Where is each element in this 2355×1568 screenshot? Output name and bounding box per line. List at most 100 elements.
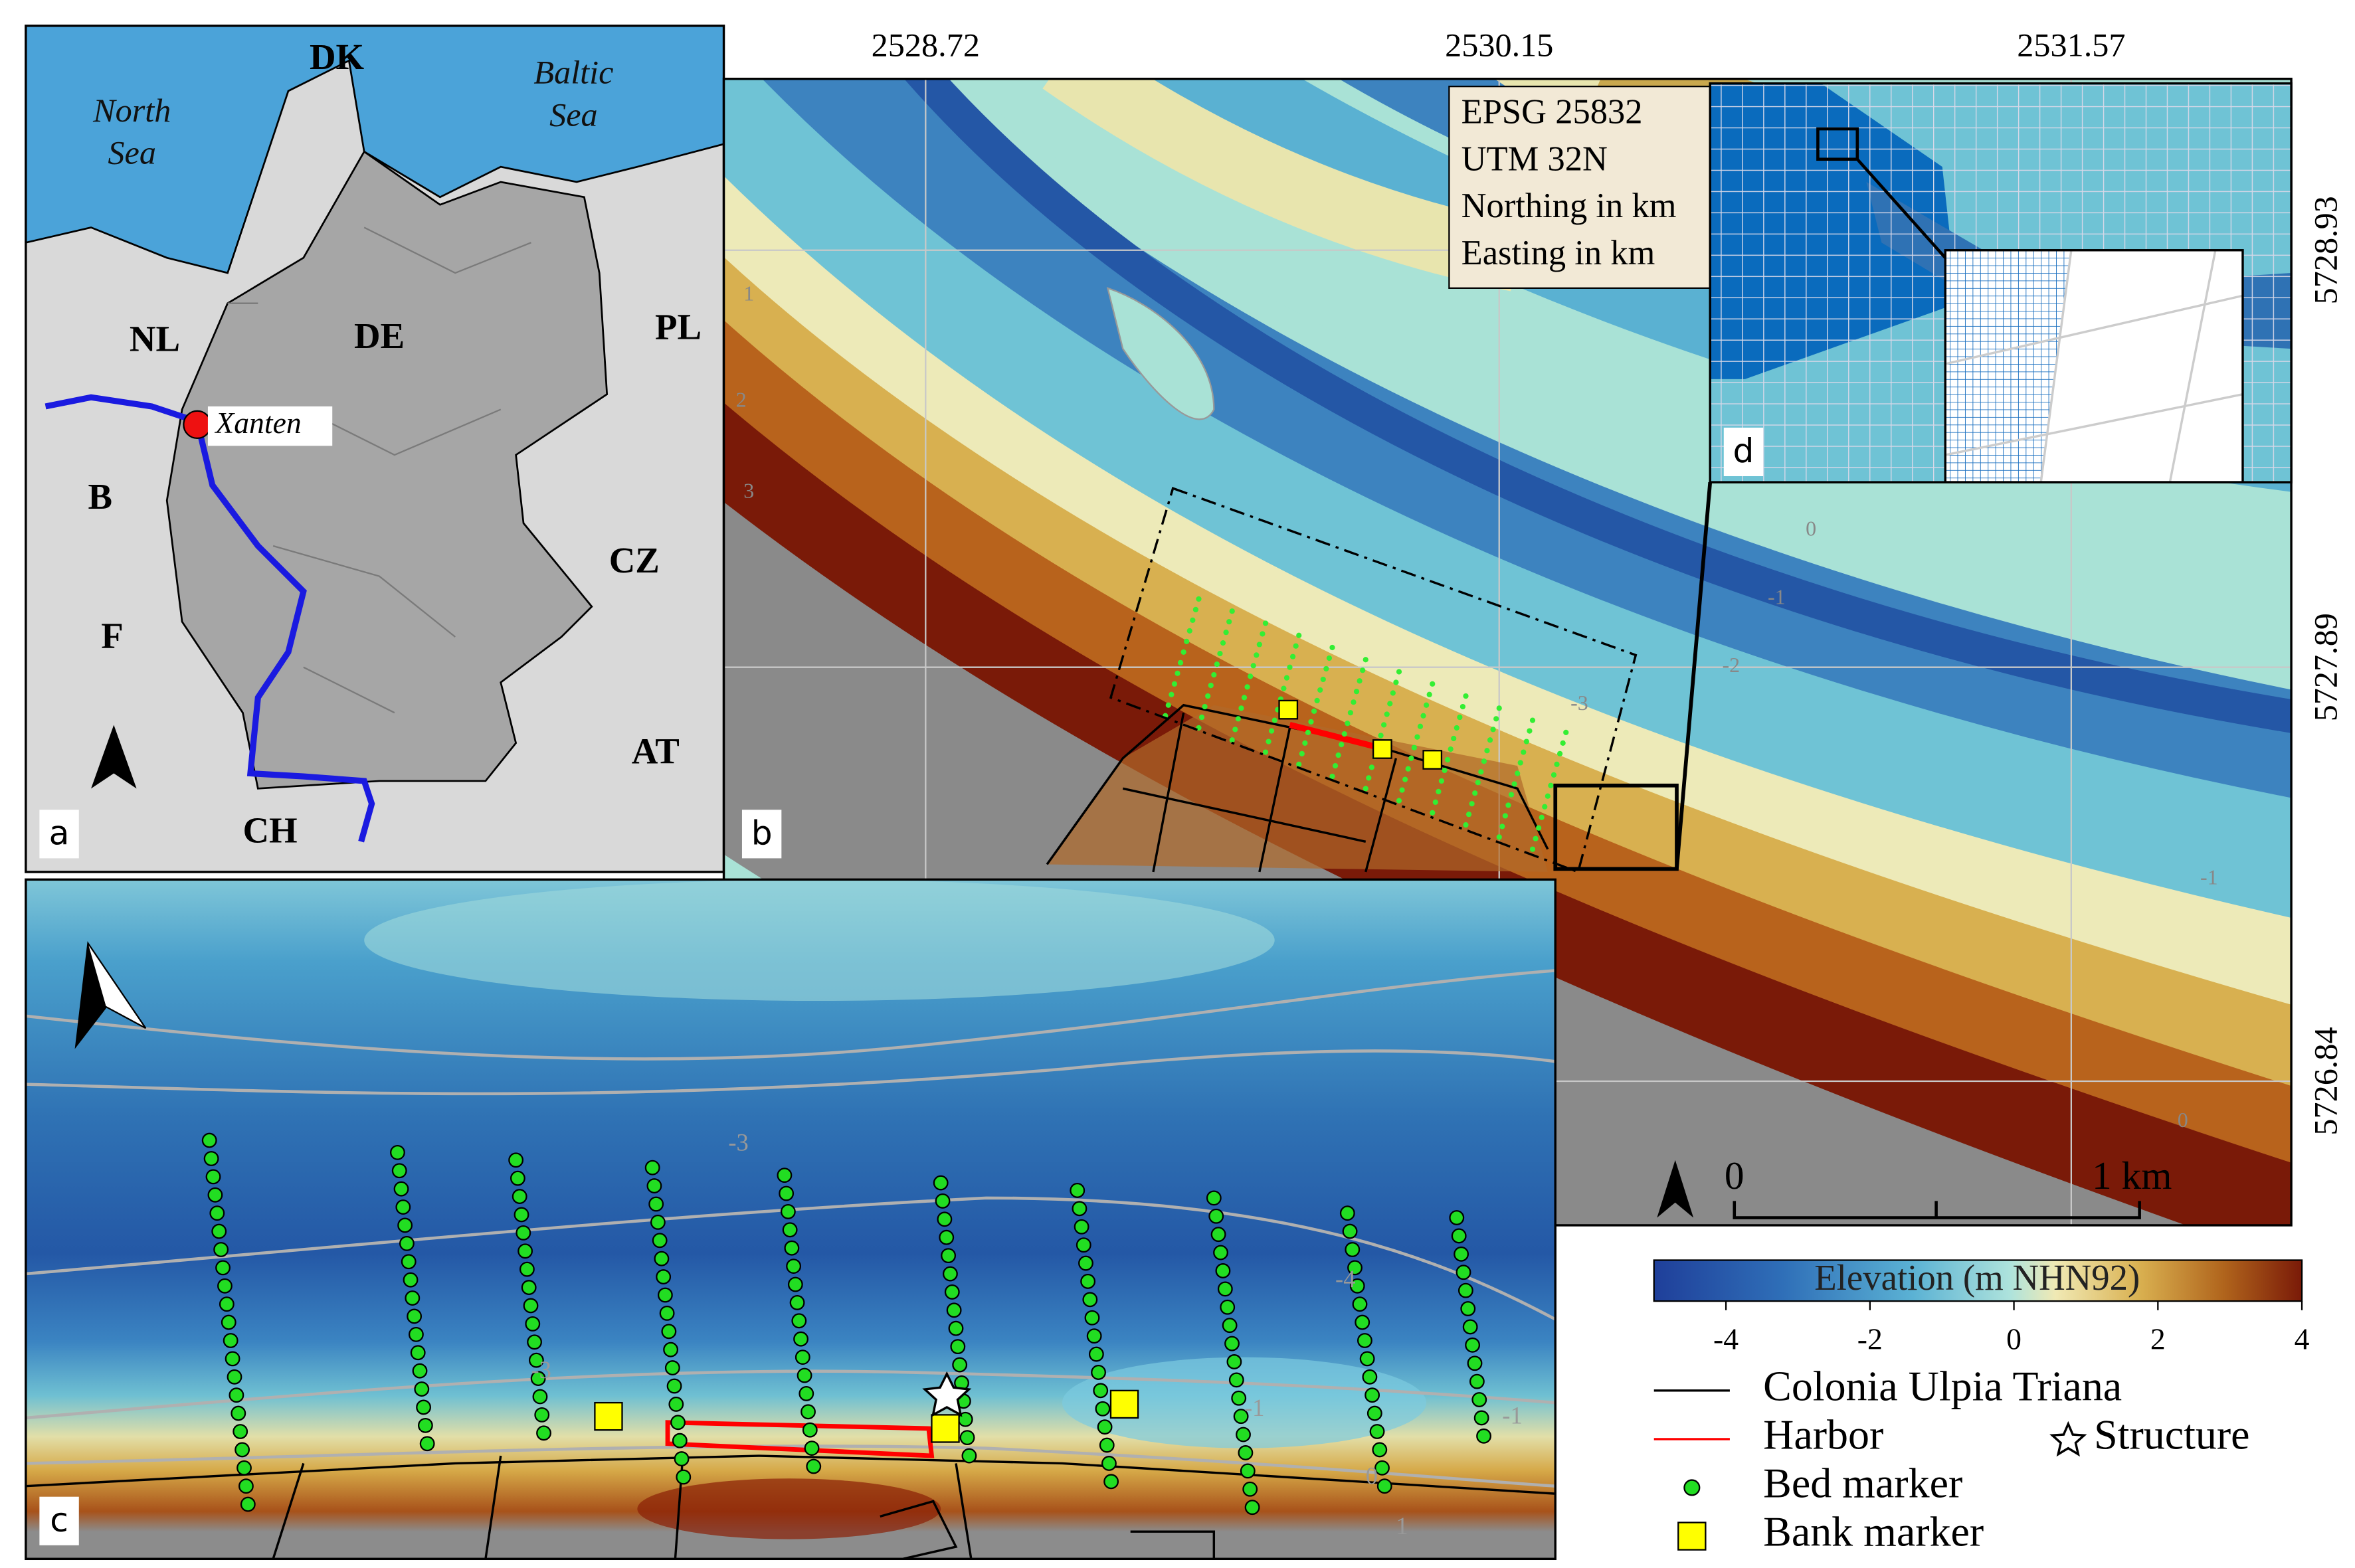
bed-marker xyxy=(935,1193,951,1209)
bed-marker xyxy=(534,1407,550,1423)
bed-marker xyxy=(1478,769,1484,775)
bed-marker xyxy=(659,1305,675,1321)
bed-marker xyxy=(1224,1336,1240,1351)
label-box xyxy=(39,810,79,859)
contour-label: -3 xyxy=(531,1356,551,1383)
colonia-outline xyxy=(1046,703,1549,873)
bed-marker xyxy=(1527,728,1533,734)
label-box xyxy=(39,1496,79,1545)
bed-marker xyxy=(1242,1481,1258,1497)
bed-marker xyxy=(1339,1205,1355,1221)
bed-marker xyxy=(393,1181,409,1197)
bed-marker xyxy=(227,1369,242,1385)
bed-marker xyxy=(1465,812,1472,818)
bed-marker xyxy=(1414,734,1420,740)
bed-marker xyxy=(1347,710,1354,716)
bed-marker xyxy=(1095,1401,1111,1417)
bed-marker xyxy=(1097,1419,1113,1435)
bed-marker xyxy=(661,1324,677,1340)
bed-marker xyxy=(1529,717,1536,723)
info-lines: EPSG 25832 UTM 32N Northing in km Easting i… xyxy=(1461,93,1677,272)
bed-marker xyxy=(1502,813,1508,819)
bed-marker xyxy=(933,1175,949,1191)
bed-marker xyxy=(1457,714,1463,721)
contour-label: 0 xyxy=(1806,517,1816,541)
bed-marker xyxy=(1517,760,1523,766)
legend-label: Bank marker xyxy=(1763,1508,1984,1555)
bed-marker xyxy=(225,1351,240,1367)
bed-marker xyxy=(804,1440,820,1456)
bed-marker xyxy=(1317,687,1323,693)
bed-marker xyxy=(1210,1227,1226,1243)
bed-marker xyxy=(405,1290,421,1306)
bed-marker xyxy=(1351,699,1357,705)
country-label: CZ xyxy=(609,540,660,580)
bed-marker xyxy=(238,1478,254,1494)
bed-marker xyxy=(1093,1383,1109,1399)
bed-marker xyxy=(1463,822,1469,828)
bed-marker xyxy=(1490,727,1496,733)
bed-marker xyxy=(1305,729,1311,735)
bed-marker xyxy=(952,1357,968,1373)
harbor xyxy=(1289,722,1374,749)
bed-marker xyxy=(1311,708,1317,715)
bed-marker xyxy=(1074,1219,1089,1235)
bed-marker xyxy=(1099,1437,1115,1453)
bed-marker xyxy=(943,1266,958,1282)
bed-marker xyxy=(1101,1456,1117,1471)
bed-marker xyxy=(1430,810,1436,816)
bed-marker xyxy=(401,1254,417,1270)
sea-label: Sea xyxy=(549,96,598,133)
bed-marker xyxy=(519,1261,535,1277)
bed-marker xyxy=(412,1363,428,1379)
bed-markers xyxy=(1163,596,1569,852)
bed-marker xyxy=(1473,1410,1489,1426)
panel-label: d xyxy=(1733,431,1754,470)
bed-marker xyxy=(211,1223,227,1239)
bed-marker xyxy=(652,1233,668,1249)
scale-bar xyxy=(1733,1201,2141,1219)
bed-marker xyxy=(1390,690,1396,696)
bed-marker xyxy=(1202,703,1208,710)
bed-marker xyxy=(1384,711,1390,717)
bed-marker xyxy=(1217,651,1223,657)
bed-marker xyxy=(1260,631,1266,637)
bed-marker xyxy=(1536,825,1542,831)
bed-marker xyxy=(390,1144,405,1160)
northing-label: 5728.93 xyxy=(2307,196,2344,304)
scale-label: 0 xyxy=(1725,1154,1744,1197)
label-box xyxy=(741,810,782,859)
bed-marker xyxy=(414,1381,430,1397)
country-label: B xyxy=(88,476,112,517)
bed-marker xyxy=(1456,1264,1471,1280)
bed-marker xyxy=(508,1152,524,1168)
panel-a xyxy=(25,25,724,872)
bed-marker xyxy=(1269,728,1275,734)
high-ground xyxy=(637,1478,941,1539)
bed-marker xyxy=(1262,749,1269,755)
bed-marker xyxy=(1369,1424,1385,1439)
bed-marker xyxy=(1366,1405,1382,1421)
bed-marker xyxy=(207,1187,223,1203)
bed-marker xyxy=(1481,758,1487,764)
contour-label: -3 xyxy=(1570,691,1588,715)
bed-marker xyxy=(1205,693,1211,699)
bed-marker xyxy=(1352,1296,1368,1312)
bed-marker xyxy=(948,1320,964,1336)
bed-marker xyxy=(1084,1310,1100,1326)
contour-label: -1 xyxy=(1768,585,1786,608)
bed-marker xyxy=(1423,702,1430,708)
contour-label: 1 xyxy=(1396,1512,1408,1539)
bed-marker xyxy=(1186,628,1192,634)
panel-c: -3 -4 -1 0 -1 1 -3 xyxy=(25,879,1556,1559)
bed-marker xyxy=(514,1207,529,1223)
bed-marker xyxy=(784,1240,800,1256)
bed-marker xyxy=(1272,717,1277,723)
bed-marker xyxy=(1551,772,1557,778)
bed-marker xyxy=(1190,617,1196,624)
colorbar-tick-label: -2 xyxy=(1857,1322,1883,1355)
bed-marker xyxy=(1231,1390,1247,1406)
legend-label: Structure xyxy=(2094,1411,2249,1458)
bed-marker xyxy=(1399,787,1405,793)
bed-marker xyxy=(786,1259,802,1274)
